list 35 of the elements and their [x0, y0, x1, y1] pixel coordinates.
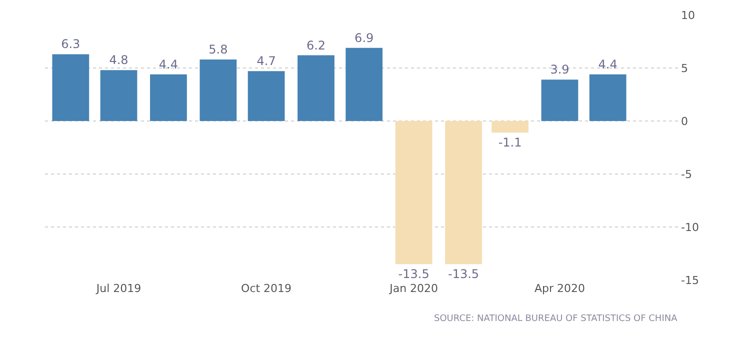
bar	[346, 48, 383, 121]
x-tick-label: Apr 2020	[534, 282, 585, 295]
data-label: 6.2	[306, 38, 326, 52]
y-tick-label: -10	[681, 220, 699, 234]
bar	[52, 54, 90, 121]
data-label: -1.1	[498, 136, 522, 150]
bar	[589, 74, 626, 121]
data-label: 3.9	[550, 62, 570, 77]
y-tick-label: 10	[681, 8, 695, 22]
x-tick-label: Jul 2019	[95, 282, 142, 295]
y-tick-label: -15	[681, 274, 699, 287]
source-note: SOURCE: NATIONAL BUREAU OF STATISTICS OF CHINA	[434, 314, 678, 324]
data-label: 6.3	[61, 37, 80, 52]
x-tick-label: Oct 2019	[241, 282, 292, 295]
bar	[445, 121, 482, 264]
bar	[200, 60, 237, 121]
data-label: 6.9	[354, 30, 374, 45]
data-label: 4.4	[598, 57, 618, 72]
bar	[298, 55, 334, 121]
bar	[541, 80, 578, 121]
data-label: 5.8	[208, 42, 228, 57]
bar	[492, 121, 528, 133]
bar	[150, 74, 187, 121]
bar	[248, 71, 285, 121]
x-tick-label: Jan 2020	[388, 282, 438, 295]
data-label: -13.5	[448, 267, 480, 282]
data-label: 4.7	[256, 54, 276, 68]
y-tick-label: 5	[681, 62, 688, 75]
data-label: -13.5	[398, 267, 430, 282]
bar	[395, 121, 432, 264]
bar	[100, 70, 138, 121]
data-label: 4.4	[158, 57, 178, 72]
y-tick-label: -5	[681, 168, 692, 181]
y-tick-label: 0	[681, 114, 688, 128]
data-label: 4.8	[109, 53, 128, 68]
